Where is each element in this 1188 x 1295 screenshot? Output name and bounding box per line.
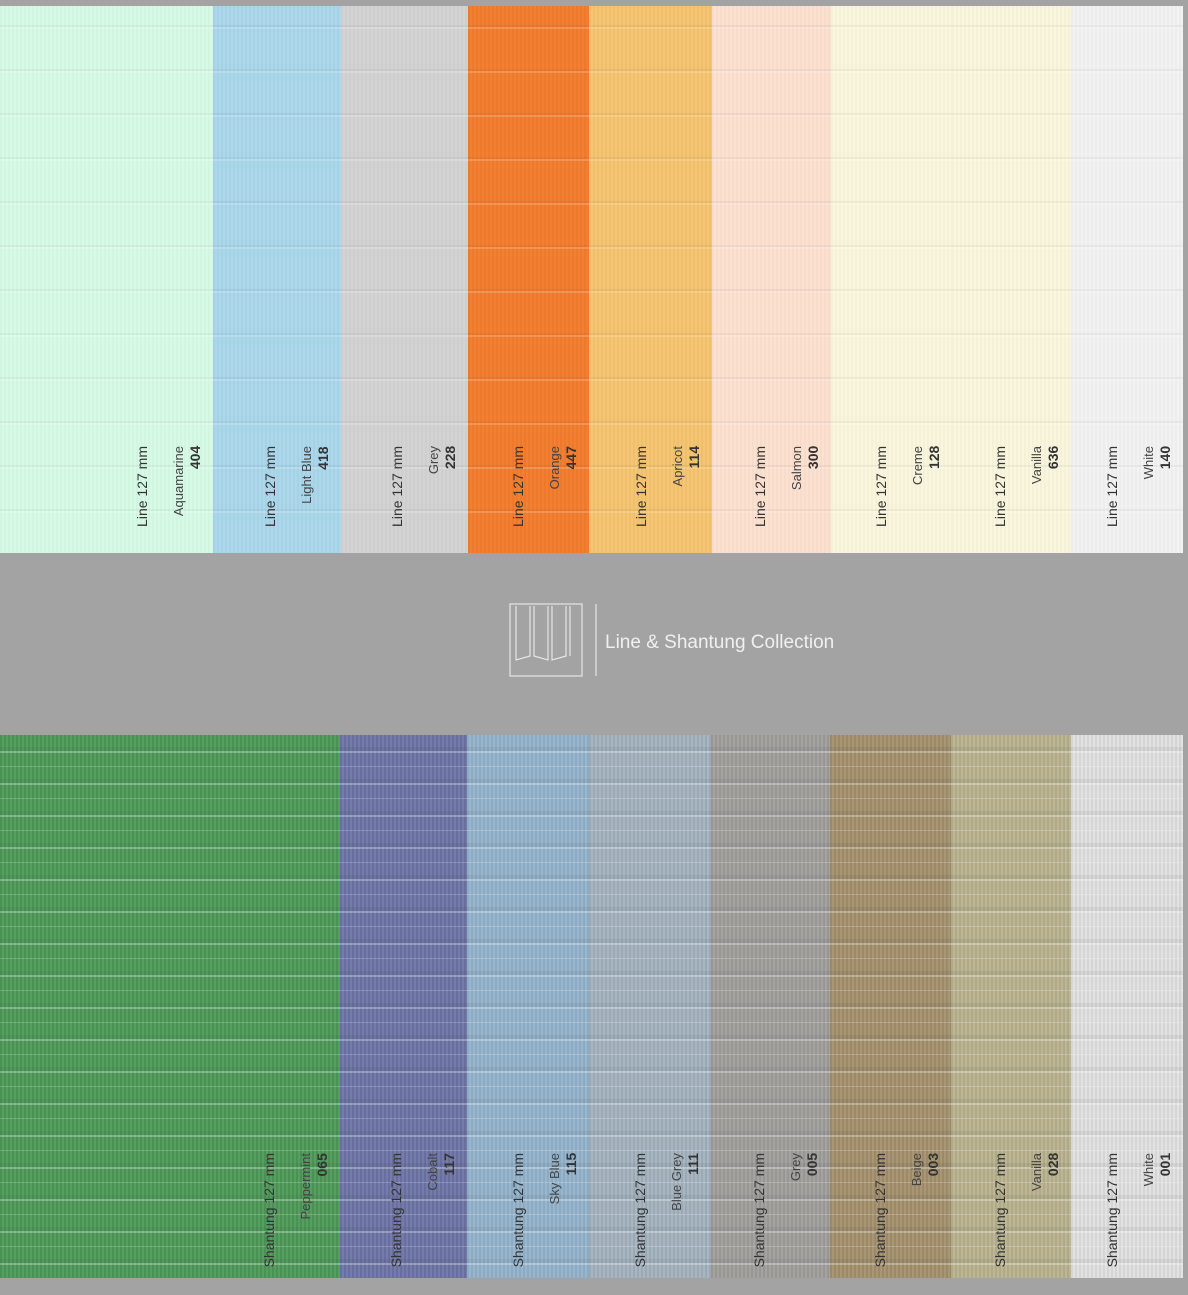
color-code: 001	[1157, 1153, 1173, 1177]
color-code: 114	[686, 446, 702, 469]
color-name: Creme	[910, 446, 925, 486]
swatch: Line 127 mm Grey 228	[341, 6, 468, 553]
swatch: Shantung 127 mm Beige 003	[830, 735, 951, 1278]
swatch: Line 127 mm Salmon 300	[712, 6, 831, 553]
swatch: Line 127 mm Creme 128	[831, 6, 952, 553]
swatch: Line 127 mm White 140	[1071, 6, 1183, 553]
line-label: Shantung 127 mm	[872, 1153, 888, 1268]
color-name: Peppermint	[298, 1153, 313, 1220]
color-code: 418	[315, 446, 331, 470]
color-name: White	[1141, 446, 1156, 480]
name-code-label: Grey 005	[788, 1153, 820, 1181]
color-code: 300	[805, 446, 821, 470]
color-name: Light Blue	[299, 446, 314, 504]
logo	[509, 603, 597, 677]
color-name: Aquamarine	[171, 446, 186, 517]
color-code: 111	[685, 1153, 701, 1175]
line-label: Line 127 mm	[633, 446, 649, 527]
name-code-label: Vanilla 028	[1029, 1153, 1061, 1191]
line-label: Line 127 mm	[389, 446, 405, 527]
swatch: Line 127 mm Aquamarine 404	[0, 6, 213, 553]
name-code-label: Vanilla 636	[1029, 446, 1061, 484]
swatch: Line 127 mm Light Blue 418	[213, 6, 341, 553]
color-code: 117	[441, 1153, 457, 1176]
color-code: 005	[804, 1153, 820, 1177]
color-code: 065	[314, 1153, 330, 1177]
color-code: 140	[1157, 446, 1173, 470]
color-code: 228	[442, 446, 458, 470]
swatch: Shantung 127 mm Peppermint 065	[0, 735, 340, 1278]
line-label: Shantung 127 mm	[388, 1153, 404, 1268]
color-name: Blue Grey	[669, 1153, 684, 1211]
swatch: Line 127 mm Vanilla 636	[952, 6, 1071, 553]
color-code: 003	[925, 1153, 941, 1177]
swatch: Shantung 127 mm Cobalt 117	[340, 735, 467, 1278]
line-label: Shantung 127 mm	[632, 1153, 648, 1268]
name-code-label: White 140	[1141, 446, 1173, 479]
color-name: Sky Blue	[547, 1153, 562, 1205]
name-code-label: Blue Grey 111	[669, 1153, 701, 1211]
name-code-label: Cobalt 117	[425, 1153, 457, 1191]
color-code: 028	[1045, 1153, 1061, 1177]
line-label: Shantung 127 mm	[992, 1153, 1008, 1268]
color-name: Grey	[788, 1153, 803, 1182]
color-name: White	[1141, 1153, 1156, 1187]
line-label: Line 127 mm	[134, 446, 150, 527]
name-code-label: Peppermint 065	[298, 1153, 330, 1219]
name-code-label: Apricot 114	[670, 446, 702, 486]
name-code-label: Salmon 300	[789, 446, 821, 490]
swatch: Shantung 127 mm Blue Grey 111	[589, 735, 711, 1278]
color-name: Apricot	[670, 446, 685, 487]
line-label: Shantung 127 mm	[751, 1153, 767, 1268]
name-code-label: Beige 003	[909, 1153, 941, 1186]
name-code-label: Sky Blue 115	[547, 1153, 579, 1204]
color-name: Vanilla	[1029, 1153, 1044, 1192]
name-code-label: Light Blue 418	[299, 446, 331, 504]
color-name: Cobalt	[425, 1153, 440, 1191]
swatch: Shantung 127 mm Grey 005	[711, 735, 830, 1278]
color-code: 404	[187, 446, 203, 470]
swatch: Shantung 127 mm Vanilla 028	[951, 735, 1071, 1278]
name-code-label: Creme 128	[910, 446, 942, 485]
swatch: Line 127 mm Apricot 114	[589, 6, 712, 553]
swatch: Line 127 mm Orange 447	[468, 6, 589, 553]
swatch: Shantung 127 mm White 001	[1071, 735, 1183, 1278]
color-name: Vanilla	[1029, 446, 1044, 485]
collection-title: Line & Shantung Collection	[605, 632, 834, 653]
line-label: Shantung 127 mm	[510, 1153, 526, 1268]
color-code: 447	[563, 446, 579, 470]
color-name: Orange	[547, 446, 562, 490]
line-label: Line 127 mm	[752, 446, 768, 527]
color-name: Salmon	[789, 446, 804, 491]
color-name: Beige	[909, 1153, 924, 1187]
line-label: Line 127 mm	[1104, 446, 1120, 527]
name-code-label: Orange 447	[547, 446, 579, 489]
line-label: Line 127 mm	[510, 446, 526, 527]
color-code: 128	[926, 446, 942, 470]
line-label: Shantung 127 mm	[261, 1153, 277, 1268]
name-code-label: Aquamarine 404	[171, 446, 203, 516]
name-code-label: Grey 228	[426, 446, 458, 474]
swatch: Shantung 127 mm Sky Blue 115	[467, 735, 589, 1278]
name-code-label: White 001	[1141, 1153, 1173, 1186]
line-label: Line 127 mm	[873, 446, 889, 527]
line-label: Line 127 mm	[262, 446, 278, 527]
line-label: Shantung 127 mm	[1104, 1153, 1120, 1268]
line-label: Line 127 mm	[992, 446, 1008, 527]
color-code: 115	[563, 1153, 579, 1176]
color-name: Grey	[426, 446, 441, 475]
color-code: 636	[1045, 446, 1061, 470]
